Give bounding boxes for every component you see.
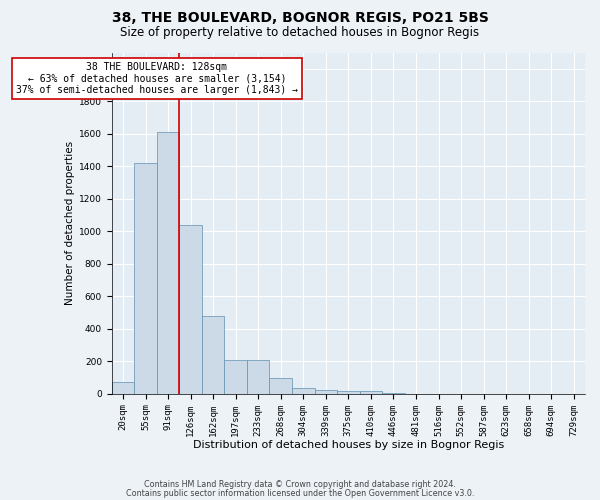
Bar	[292, 388, 314, 394]
Text: 38, THE BOULEVARD, BOGNOR REGIS, PO21 5BS: 38, THE BOULEVARD, BOGNOR REGIS, PO21 5B…	[112, 11, 488, 25]
Text: 38 THE BOULEVARD: 128sqm
← 63% of detached houses are smaller (3,154)
37% of sem: 38 THE BOULEVARD: 128sqm ← 63% of detach…	[16, 62, 298, 96]
Bar	[134, 163, 157, 394]
Bar	[359, 392, 382, 394]
Bar	[314, 390, 337, 394]
Bar	[179, 225, 202, 394]
Bar	[382, 393, 405, 394]
Bar	[112, 382, 134, 394]
Bar	[337, 390, 359, 394]
Text: Contains HM Land Registry data © Crown copyright and database right 2024.: Contains HM Land Registry data © Crown c…	[144, 480, 456, 489]
Y-axis label: Number of detached properties: Number of detached properties	[65, 141, 75, 305]
Text: Contains public sector information licensed under the Open Government Licence v3: Contains public sector information licen…	[126, 488, 474, 498]
Bar	[202, 316, 224, 394]
Bar	[269, 378, 292, 394]
Bar	[247, 360, 269, 394]
Bar	[157, 132, 179, 394]
Bar	[224, 360, 247, 394]
Text: Size of property relative to detached houses in Bognor Regis: Size of property relative to detached ho…	[121, 26, 479, 39]
X-axis label: Distribution of detached houses by size in Bognor Regis: Distribution of detached houses by size …	[193, 440, 504, 450]
